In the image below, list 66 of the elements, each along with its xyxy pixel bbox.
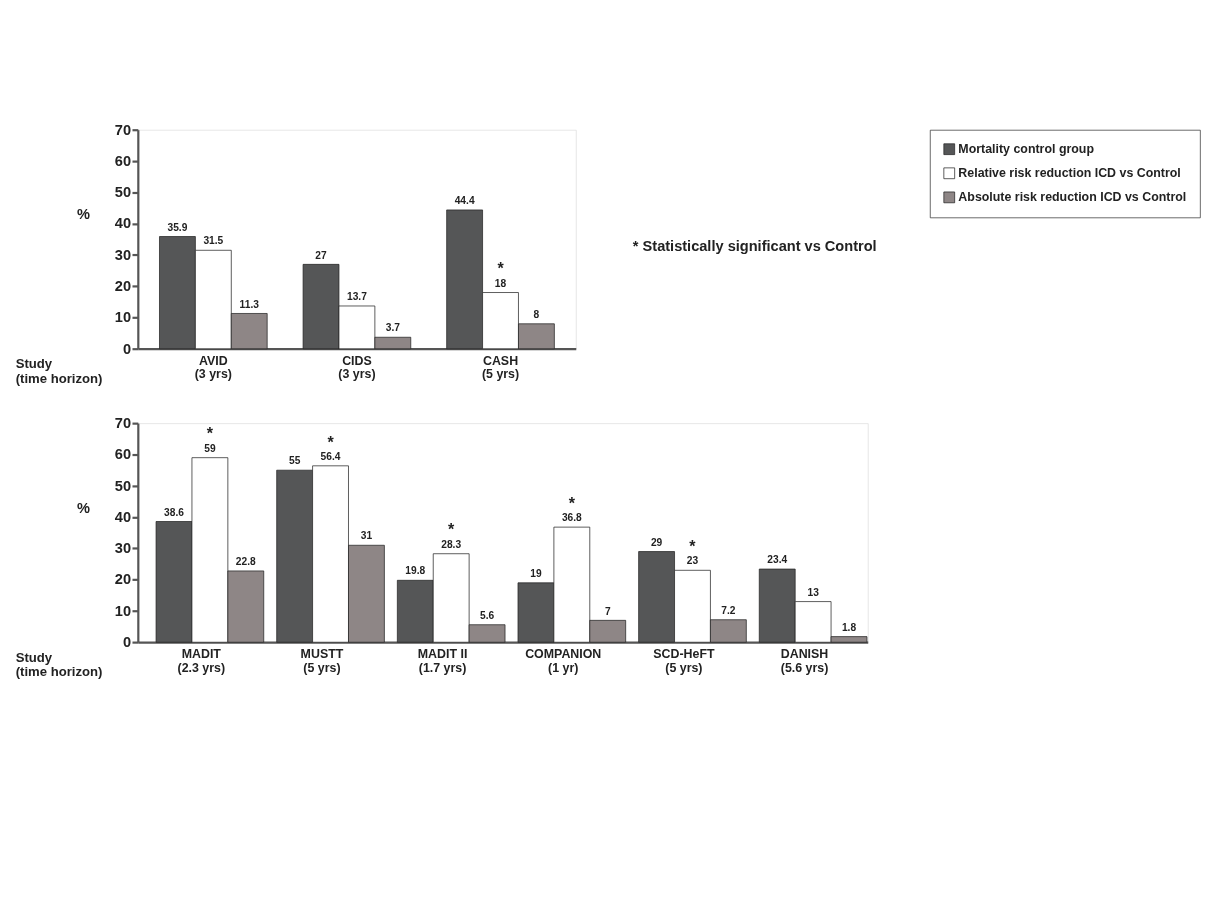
annotation: *	[689, 537, 697, 556]
data-label: 5.6	[479, 609, 495, 621]
data-label: 22.8	[235, 556, 257, 568]
y-tick-label: 60	[114, 152, 132, 169]
text: * Statistically significant vs Control	[632, 238, 877, 255]
data-label: 27	[315, 249, 328, 261]
y-tick-label: 20	[114, 571, 132, 588]
legend-label: Relative risk reduction ICD vs Control	[958, 165, 1181, 180]
data-label: 55	[288, 455, 301, 467]
annotation: *	[568, 493, 576, 512]
data-label: 7	[604, 605, 611, 617]
data-label: 1.8	[841, 621, 857, 633]
y-tick-label: 60	[114, 446, 132, 463]
x-tick-label: MADIT (2.3 yrs)	[177, 646, 226, 675]
y-tick-label: 10	[114, 602, 132, 619]
data-label: 19	[530, 567, 542, 579]
data-label: 3.7	[385, 322, 401, 334]
x-tick-label: CASH (5 yrs)	[481, 353, 520, 382]
y-tick-label: 40	[114, 508, 132, 525]
x-tick-label: MUSTT (5 yrs)	[300, 646, 344, 675]
x-tick-label: CIDS (3 yrs)	[338, 353, 376, 382]
x-axis-title: Study (time horizon)	[15, 356, 103, 386]
y-tick-label: 70	[114, 121, 132, 138]
data-label: 31	[360, 530, 373, 542]
data-label: 44.4	[454, 195, 475, 207]
y-tick-label: 0	[122, 633, 132, 650]
y-tick-label: 20	[114, 278, 132, 295]
x-tick-label: MADIT II (1.7 yrs)	[417, 646, 468, 675]
data-label: 38.6	[164, 506, 185, 518]
data-label: 7.2	[721, 604, 736, 616]
y-tick-label: 50	[114, 184, 132, 201]
data-label: 11.3	[239, 298, 260, 310]
annotation: *	[206, 424, 214, 443]
data-label: 13.7	[347, 291, 368, 303]
data-label: 28.3	[441, 538, 462, 550]
data-label: 13	[807, 586, 820, 598]
annotation: *	[327, 432, 335, 451]
x-tick-label: DANISH (5.6 yrs)	[780, 646, 829, 675]
x-axis-title: Study (time horizon)	[15, 649, 103, 680]
y-axis-title: %	[77, 206, 91, 223]
data-label: 8	[533, 308, 540, 320]
y-axis-title: %	[77, 499, 91, 516]
x-tick-label: SCD-HeFT (5 yrs)	[653, 646, 715, 675]
data-label: 23	[686, 555, 699, 567]
data-label: 31.5	[203, 235, 224, 247]
x-tick-label: COMPANION (1 yr)	[525, 646, 602, 675]
data-label: 35.9	[167, 221, 188, 233]
y-tick-label: 70	[114, 415, 132, 432]
data-label: 36.8	[561, 512, 583, 524]
annotation: *	[448, 520, 456, 539]
legend-label: Mortality control group	[958, 141, 1095, 156]
y-tick-label: 30	[114, 246, 132, 263]
data-label: 29	[650, 536, 663, 548]
data-label: 56.4	[320, 450, 341, 462]
x-tick-label: AVID (3 yrs)	[194, 353, 232, 382]
y-tick-label: 40	[114, 215, 132, 232]
y-tick-label: 10	[114, 309, 132, 326]
y-tick-label: 0	[122, 340, 132, 357]
legend-label: Absolute risk reduction ICD vs Control	[958, 190, 1187, 205]
annotation: *	[497, 259, 505, 278]
data-label: 59	[204, 442, 216, 454]
data-label: 19.8	[405, 565, 426, 577]
y-tick-label: 30	[114, 540, 132, 557]
data-label: 23.4	[767, 554, 788, 566]
y-tick-label: 50	[114, 477, 132, 494]
data-label: 18	[494, 277, 507, 289]
